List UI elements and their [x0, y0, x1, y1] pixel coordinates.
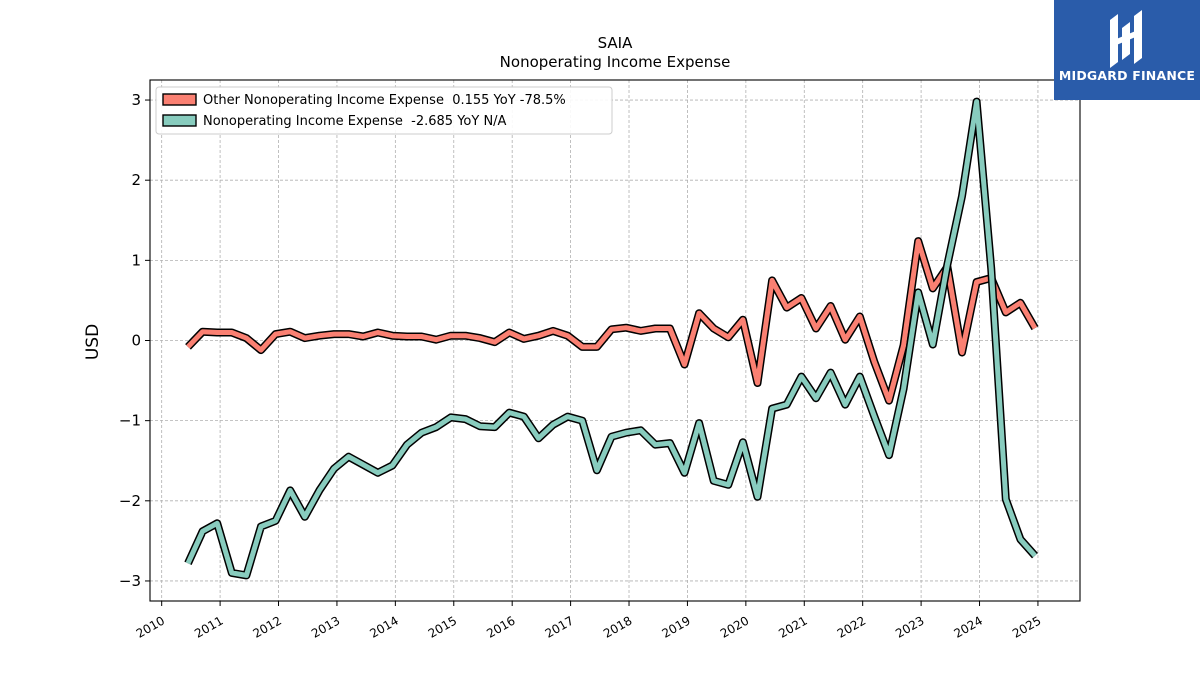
x-tick-label: 2015: [426, 613, 459, 640]
midgard-finance-logo: MIDGARD FINANCE: [1054, 0, 1200, 100]
legend-swatch-other-nonoperating: [162, 93, 197, 106]
chart-title: SAIA: [598, 34, 633, 52]
legend-entry-other-nonoperating: Other Nonoperating Income Expense 0.155 …: [203, 93, 566, 108]
x-tick-label: 2023: [893, 613, 926, 640]
x-tick-label: 2016: [484, 613, 517, 640]
x-tick-label: 2010: [134, 613, 167, 640]
y-tick-label: −3: [119, 572, 141, 590]
grid: [150, 80, 1080, 601]
chart-subtitle: Nonoperating Income Expense: [500, 53, 731, 71]
series-line-1: [185, 99, 1037, 578]
x-tick-label: 2024: [952, 613, 985, 640]
x-tick-label: 2012: [251, 613, 284, 640]
series-lines: [184, 97, 1039, 580]
y-tick-label: 1: [131, 251, 141, 269]
y-tick-label: 0: [131, 332, 141, 350]
x-tick-label: 2019: [659, 613, 692, 640]
midgard-logo-icon: [1110, 10, 1142, 68]
legend: Other Nonoperating Income Expense 0.155 …: [155, 86, 613, 135]
y-tick-label: −2: [119, 492, 141, 510]
x-tick-label: 2022: [835, 613, 868, 640]
x-tick-label: 2017: [543, 613, 576, 640]
x-tick-label: 2013: [309, 613, 342, 640]
y-tick-label: −1: [119, 412, 141, 430]
x-tick-label: 2014: [367, 613, 400, 640]
y-axis-label: USD: [83, 324, 103, 360]
legend-entry-nonoperating: Nonoperating Income Expense -2.685 YoY N…: [203, 114, 507, 129]
x-tick-label: 2020: [718, 613, 751, 640]
x-tick-label: 2011: [192, 613, 225, 640]
x-axis: 2010 2011 2012 2013 2014 2015 2016 2017 2018 2019…: [134, 601, 1043, 641]
x-tick-label: 2025: [1010, 613, 1043, 640]
legend-swatch-nonoperating: [162, 114, 197, 127]
legend-box: [155, 86, 613, 135]
x-tick-label: 2021: [776, 613, 809, 640]
x-tick-label: 2018: [601, 613, 634, 640]
series-line-0: [186, 238, 1038, 404]
y-tick-label: 2: [131, 171, 141, 189]
y-tick-label: 3: [131, 91, 141, 109]
logo-text: MIDGARD FINANCE: [1058, 68, 1196, 83]
y-axis: −3 −2 −1 0 1 2 3: [119, 91, 150, 590]
